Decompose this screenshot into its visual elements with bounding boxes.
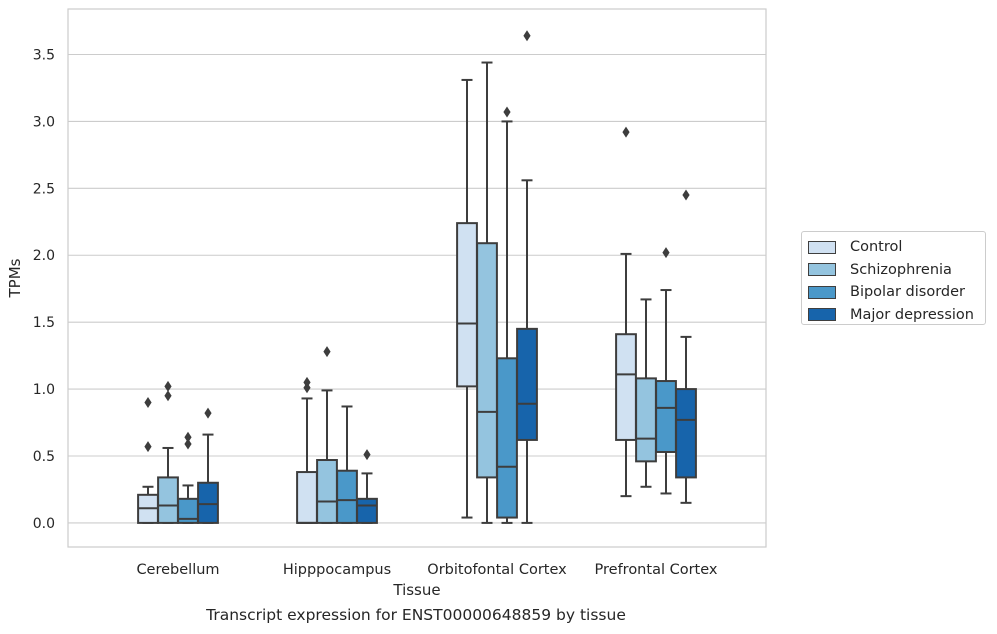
outlier-marker [682, 189, 690, 201]
legend-label-major-depression: Major depression [850, 306, 974, 323]
outlier-marker [144, 396, 152, 408]
legend-item-schizophrenia: Schizophrenia [808, 259, 985, 282]
box-body [197, 481, 219, 524]
outlier-marker [503, 106, 511, 118]
box-schizophrenia-hipppocampus [316, 346, 338, 524]
box-schizophrenia-orbitofontal-cortex [476, 61, 498, 524]
box-body [356, 497, 378, 524]
box-control-hipppocampus [296, 376, 318, 524]
outlier-marker [184, 431, 192, 443]
legend-item-control: Control [808, 236, 985, 259]
x-tick-label: Hipppocampus [283, 562, 391, 578]
x-tick-label: Prefrontal Cortex [595, 562, 718, 578]
box-body [296, 471, 318, 524]
outlier-marker [523, 30, 531, 42]
box-body [516, 327, 538, 441]
legend-swatch-major-depression [808, 308, 836, 322]
legend-label-control: Control [850, 239, 903, 256]
box-major-depression-prefrontal-cortex [675, 189, 697, 504]
box-body [456, 222, 478, 388]
box-body [496, 357, 518, 519]
box-control-cerebellum [137, 396, 159, 524]
y-tick-label: 0.0 [33, 516, 55, 532]
y-axis-label: TPMs [6, 258, 24, 298]
x-tick-labels: Cerebellum Hipppocampus Orbitofontal Corte… [136, 562, 717, 578]
outlier-marker [323, 346, 331, 358]
outlier-marker [164, 390, 172, 402]
box-body [476, 242, 498, 479]
y-tick-label: 1.0 [33, 382, 55, 398]
legend-label-schizophrenia: Schizophrenia [850, 261, 952, 278]
y-tick-label: 2.5 [33, 181, 55, 197]
box-body [635, 377, 657, 463]
legend-label-bipolar-disorder: Bipolar disorder [850, 284, 965, 301]
box-major-depression-orbitofontal-cortex [516, 30, 538, 524]
outlier-marker [622, 126, 630, 138]
chart-caption: Transcript expression for ENST0000064885… [206, 606, 626, 624]
outlier-marker [363, 449, 371, 461]
x-tick-label: Cerebellum [136, 562, 219, 578]
boxes [137, 30, 697, 524]
legend-swatch-bipolar-disorder [808, 285, 836, 299]
y-tick-label: 3.0 [33, 114, 55, 130]
legend-swatch-schizophrenia [808, 263, 836, 277]
outlier-marker [662, 247, 670, 259]
x-tick-label: Orbitofontal Cortex [427, 562, 567, 578]
outlier-marker [204, 407, 212, 419]
y-tick-label: 2.0 [33, 248, 55, 264]
box-major-depression-hipppocampus [356, 449, 378, 524]
box-body [615, 333, 637, 441]
box-schizophrenia-cerebellum [157, 380, 179, 524]
box-schizophrenia-prefrontal-cortex [635, 298, 657, 488]
outlier-marker [164, 380, 172, 392]
x-axis-label: Tissue [392, 581, 440, 599]
box-body [316, 459, 338, 524]
legend-item-major-depression: Major depression [808, 304, 985, 327]
box-body [675, 388, 697, 479]
plot-area [67, 8, 767, 548]
legend-swatch-control [808, 240, 836, 254]
y-tick-label: 0.5 [33, 449, 55, 465]
box-bipolar-disorder-prefrontal-cortex [655, 247, 677, 495]
box-body [655, 380, 677, 453]
box-bipolar-disorder-hipppocampus [336, 405, 358, 524]
box-body [157, 476, 179, 524]
box-body [336, 469, 358, 524]
y-tick-labels: 0.0 0.5 1.0 1.5 2.0 2.5 3.0 3.5 [33, 48, 55, 532]
box-control-orbitofontal-cortex [456, 78, 478, 519]
legend-item-bipolar-disorder: Bipolar disorder [808, 281, 985, 304]
outlier-marker [184, 438, 192, 450]
box-major-depression-cerebellum [197, 407, 219, 524]
outlier-marker [144, 441, 152, 453]
y-tick-label: 3.5 [33, 48, 55, 64]
y-tick-label: 1.5 [33, 315, 55, 331]
legend: Control Schizophrenia Bipolar disorder M… [801, 231, 986, 325]
outlier-marker [303, 376, 311, 388]
